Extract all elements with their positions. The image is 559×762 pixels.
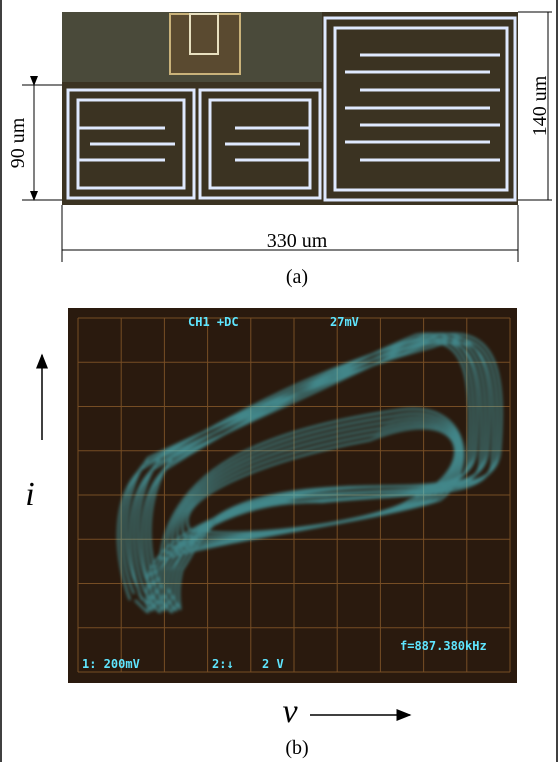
caption: (b) xyxy=(285,737,308,759)
y-axis-label: i xyxy=(25,476,34,513)
dimension-label: 330 um xyxy=(267,230,328,252)
scope-label: f=887.380kHz xyxy=(400,639,487,653)
oscilloscope xyxy=(68,308,517,683)
scope-label: 2 V xyxy=(262,657,284,671)
scope-label: 27mV xyxy=(330,315,359,329)
scope-label: CH1 +DC xyxy=(188,315,239,329)
page: 90 um 140 um 330 um (a) CH1 +DC 27mV 1: … xyxy=(0,0,559,762)
scope-label: 1: 200mV xyxy=(82,657,140,671)
dimension-label: 140 um xyxy=(529,75,551,136)
micrograph xyxy=(62,12,518,205)
dimension-label: 90 um xyxy=(7,117,29,168)
figure: 90 um 140 um 330 um (a) CH1 +DC 27mV 1: … xyxy=(0,0,559,762)
caption: (a) xyxy=(286,266,308,288)
scope-label: 2:↓ xyxy=(212,657,234,671)
x-axis-label: v xyxy=(282,693,298,730)
